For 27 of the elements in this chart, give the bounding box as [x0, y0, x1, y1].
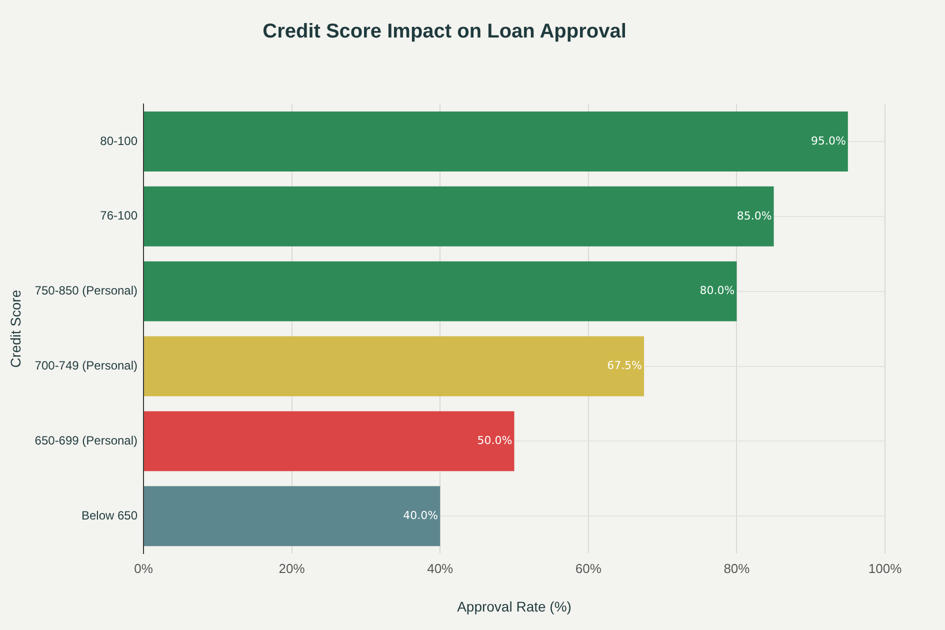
data-label: 80.0%: [700, 284, 735, 298]
x-tick-label: 60%: [575, 560, 602, 576]
data-label: 67.5%: [607, 359, 642, 372]
x-tick-label: 40%: [427, 560, 454, 576]
data-label: 95.0%: [810, 134, 846, 148]
chart-title: Credit Score Impact on Loan Approval: [262, 20, 626, 43]
bar: [144, 486, 440, 546]
bar: [144, 261, 737, 322]
bar: [144, 186, 774, 246]
y-tick-label: Below 650: [81, 508, 138, 522]
data-label: 50.0%: [477, 434, 512, 448]
y-tick-label: 750-850 (Personal): [34, 284, 138, 298]
x-axis-title: Approval Rate (%): [457, 598, 572, 614]
x-tick-label: 0%: [134, 560, 154, 576]
x-tick-label: 80%: [724, 560, 750, 576]
data-label: 85.0%: [736, 209, 772, 222]
x-tick-label: 20%: [278, 560, 306, 576]
y-tick-label: 650-699 (Personal): [34, 434, 138, 448]
y-tick-label: 76-100: [100, 208, 138, 223]
bar: [144, 336, 644, 396]
bar: [144, 411, 514, 472]
y-axis-title: Credit Score: [7, 290, 24, 368]
data-label: 40.0%: [403, 508, 438, 522]
y-tick-label: 700-749 (Personal): [34, 358, 138, 373]
y-tick-label: 80-100: [100, 134, 138, 148]
x-tick-label: 100%: [868, 560, 902, 576]
bar: [144, 111, 848, 172]
